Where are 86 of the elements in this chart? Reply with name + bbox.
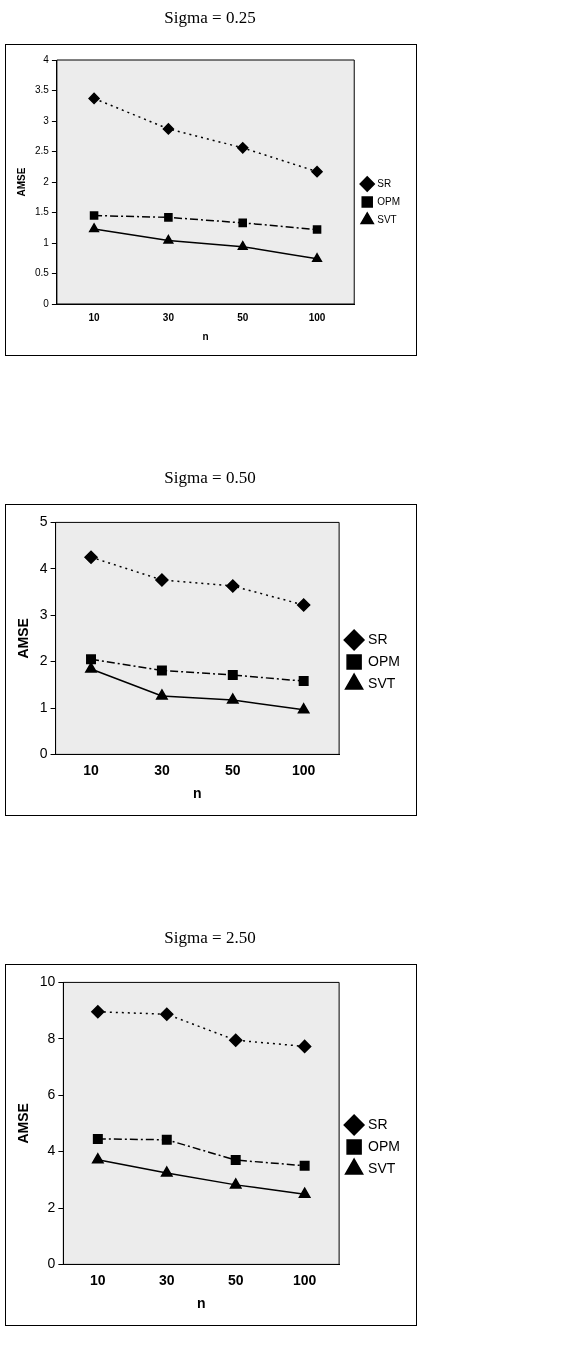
x-tick-label: 10: [88, 311, 101, 323]
point: [161, 1134, 172, 1145]
x-tick-label: 50: [227, 1271, 244, 1288]
point: [155, 689, 168, 700]
point: [89, 211, 99, 220]
point: [238, 218, 248, 228]
y-tick-label: 1.5: [35, 206, 50, 218]
point: [92, 1133, 103, 1144]
x-tick-label: 30: [154, 761, 170, 778]
legend-label: SVT: [368, 674, 396, 691]
y-tick-label: 3.5: [35, 84, 50, 96]
y-tick-label: 5: [39, 513, 48, 530]
point: [311, 165, 323, 178]
y-axis-title: AMSE: [15, 618, 32, 659]
x-axis-title: n: [202, 330, 209, 342]
x-tick-label: 30: [158, 1271, 175, 1288]
legend-label: SVT: [377, 213, 397, 225]
y-tick-label: 2.5: [35, 145, 50, 157]
point: [84, 550, 98, 564]
legend-label: SR: [368, 630, 388, 647]
y-tick-label: 0: [39, 745, 48, 762]
y-tick-label: 0: [47, 1255, 56, 1272]
point: [91, 1153, 104, 1164]
x-tick-label: 100: [291, 761, 316, 778]
chart-title: Sigma = 0.25: [163, 7, 257, 29]
point: [299, 1160, 310, 1171]
legend-label: SR: [368, 1115, 388, 1132]
x-axis-title: n: [193, 785, 202, 802]
point: [86, 654, 97, 665]
point: [311, 253, 323, 263]
point: [296, 598, 311, 612]
x-tick-label: 10: [83, 761, 100, 778]
point: [236, 142, 249, 154]
point: [298, 1187, 311, 1198]
legend-label: SVT: [368, 1159, 396, 1176]
x-tick-label: 50: [225, 761, 241, 778]
legend-label: OPM: [368, 1137, 400, 1154]
y-tick-label: 8: [47, 1029, 56, 1046]
y-tick-label: 0.5: [35, 267, 50, 279]
point: [229, 1178, 242, 1189]
point: [230, 1155, 241, 1166]
y-tick-label: 2: [47, 1198, 56, 1215]
point: [297, 1039, 312, 1054]
legend-label: OPM: [368, 652, 400, 669]
point: [162, 123, 175, 135]
y-tick-label: 2: [39, 652, 48, 669]
legend-label: OPM: [377, 195, 400, 207]
point: [226, 579, 240, 593]
y-tick-label: 0: [43, 297, 50, 309]
y-tick-label: 10: [39, 973, 56, 990]
y-tick-label: 4: [47, 1142, 56, 1159]
y-tick-label: 3: [39, 606, 48, 623]
x-axis-title: n: [196, 1295, 206, 1312]
point: [226, 693, 239, 704]
y-tick-label: 3: [43, 114, 50, 126]
point: [88, 223, 100, 233]
y-tick-label: 2: [43, 175, 50, 187]
y-axis-title: AMSE: [15, 1103, 32, 1144]
point: [91, 1004, 105, 1019]
point: [297, 703, 310, 714]
x-tick-label: 100: [308, 311, 326, 323]
point: [160, 1007, 174, 1022]
y-axis-title: AMSE: [15, 167, 27, 197]
x-tick-label: 10: [90, 1271, 106, 1288]
point: [156, 665, 167, 676]
point: [312, 225, 322, 234]
point: [228, 1033, 243, 1047]
point: [155, 573, 169, 587]
x-tick-label: 50: [237, 311, 249, 323]
y-tick-label: 4: [43, 53, 50, 65]
point: [163, 234, 174, 244]
point: [88, 92, 100, 105]
point: [164, 213, 173, 222]
point: [160, 1166, 173, 1177]
x-tick-label: 30: [162, 311, 175, 323]
y-tick-label: 1: [43, 236, 50, 248]
legend-label: SR: [377, 177, 392, 189]
point: [237, 240, 248, 250]
x-tick-label: 100: [292, 1271, 317, 1288]
y-tick-label: 6: [47, 1086, 56, 1103]
point: [227, 670, 238, 681]
point: [298, 676, 309, 687]
chart-title: Sigma = 2.50: [163, 927, 257, 949]
y-tick-label: 4: [39, 559, 48, 576]
y-tick-label: 1: [39, 698, 48, 715]
chart-title: Sigma = 0.50: [163, 467, 257, 489]
